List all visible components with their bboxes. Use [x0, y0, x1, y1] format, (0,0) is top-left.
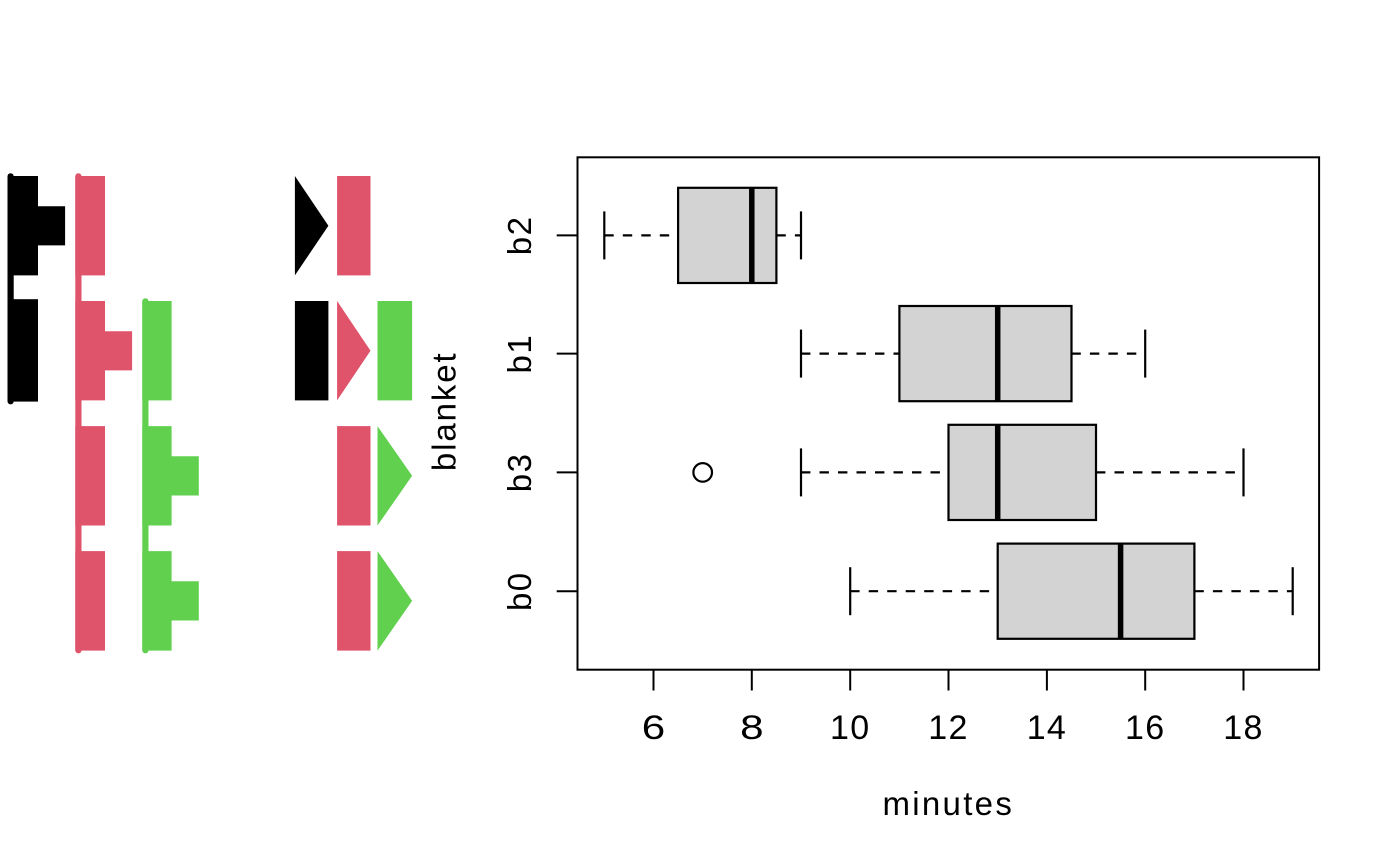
svg-text:6: 6: [642, 709, 665, 747]
svg-text:b0: b0: [501, 571, 538, 611]
svg-text:b1: b1: [501, 334, 538, 374]
svg-text:blanket: blanket: [426, 351, 463, 471]
svg-text:16: 16: [1125, 709, 1165, 747]
svg-text:14: 14: [1027, 709, 1067, 747]
svg-text:8: 8: [740, 709, 763, 747]
svg-text:10: 10: [830, 709, 870, 747]
svg-text:12: 12: [928, 709, 968, 747]
svg-text:minutes: minutes: [882, 785, 1014, 822]
svg-text:b2: b2: [501, 216, 538, 256]
svg-text:18: 18: [1223, 709, 1263, 747]
svg-text:b3: b3: [501, 453, 538, 493]
